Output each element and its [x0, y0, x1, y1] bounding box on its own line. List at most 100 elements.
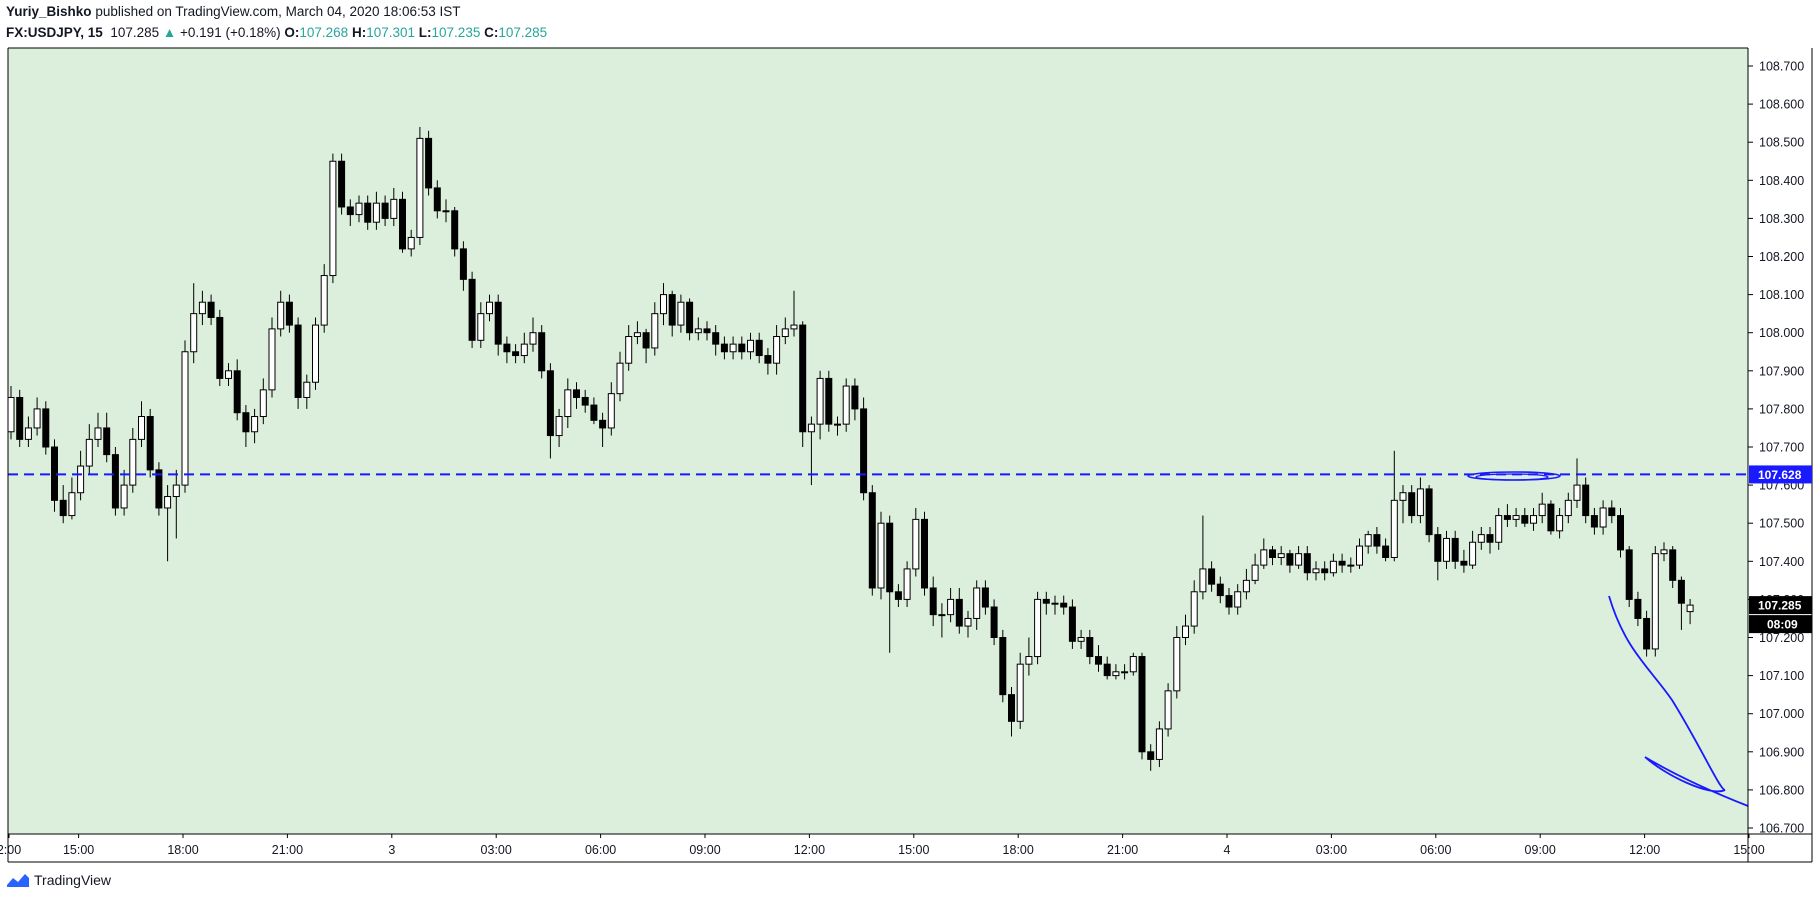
candle	[1138, 656, 1146, 753]
candle	[1677, 579, 1685, 604]
candle	[607, 393, 615, 429]
candle	[921, 518, 928, 589]
candle	[1425, 488, 1433, 536]
candle	[1077, 637, 1085, 642]
close-value: 107.285	[498, 25, 548, 40]
candle	[111, 454, 119, 509]
candle	[599, 419, 607, 429]
candle	[312, 324, 319, 383]
level-price-tag[interactable]	[1749, 465, 1812, 484]
candle	[16, 396, 24, 440]
x-tick-label: 03:00	[481, 843, 512, 857]
candle	[1025, 656, 1033, 665]
candle	[1460, 560, 1468, 566]
candle	[677, 301, 685, 326]
candle	[155, 469, 163, 509]
candle	[277, 301, 285, 330]
candle	[1399, 492, 1407, 501]
candle	[1095, 656, 1102, 665]
candle	[1556, 515, 1564, 532]
level-price-label: 107.628	[1758, 468, 1802, 482]
tradingview-logo[interactable]: TradingView	[6, 872, 111, 888]
candle	[529, 332, 537, 345]
drawing-ellipse-inner[interactable]	[1475, 473, 1549, 481]
candle	[1208, 568, 1216, 585]
candle	[1495, 515, 1503, 543]
candle	[912, 518, 920, 570]
candle	[42, 408, 50, 448]
candle	[233, 370, 241, 414]
candle	[538, 332, 546, 372]
candle	[1347, 564, 1355, 567]
candle	[686, 301, 694, 334]
candle	[1390, 499, 1398, 558]
candle	[1582, 484, 1590, 517]
brand-name: TradingView	[34, 872, 112, 888]
candle	[24, 427, 32, 440]
candle	[1364, 534, 1372, 547]
candle	[790, 324, 798, 330]
x-tick-label: 15:00	[898, 843, 929, 857]
plot-area[interactable]	[8, 48, 1748, 834]
candle	[1164, 690, 1172, 730]
candle	[1573, 484, 1581, 501]
candle	[1530, 515, 1537, 524]
y-tick-label: 107.800	[1759, 402, 1804, 416]
y-tick-label: 108.300	[1759, 212, 1804, 226]
candle	[259, 389, 267, 418]
y-tick-label: 106.900	[1759, 745, 1804, 759]
x-tick-label: 18:00	[167, 843, 198, 857]
candle	[929, 587, 937, 616]
candle	[1599, 507, 1607, 528]
candle	[1303, 553, 1311, 574]
candle	[1042, 598, 1050, 604]
candle	[216, 316, 224, 379]
candle	[1590, 515, 1598, 528]
open-label: O:	[284, 25, 300, 40]
candle	[694, 328, 702, 334]
candle	[94, 427, 102, 440]
countdown-label: 08:09	[1767, 618, 1798, 632]
candle	[590, 404, 598, 421]
candle	[1129, 656, 1137, 673]
candle	[1312, 568, 1320, 574]
candle	[1251, 564, 1259, 581]
candle	[468, 278, 476, 341]
x-tick-label: 09:00	[1525, 843, 1556, 857]
candle	[346, 206, 354, 216]
candle	[1503, 515, 1511, 520]
candle	[477, 313, 485, 341]
candle	[164, 496, 172, 509]
author-name[interactable]: Yuriy_Bishko	[6, 4, 92, 19]
candle	[242, 412, 250, 433]
candle	[120, 484, 128, 509]
x-tick-label: 3	[388, 843, 395, 857]
candle	[433, 187, 441, 212]
candle	[355, 202, 363, 216]
candle	[1686, 604, 1694, 613]
y-tick-label: 108.000	[1759, 326, 1804, 340]
candle	[1234, 591, 1242, 608]
candle	[834, 423, 841, 426]
candle	[555, 416, 563, 437]
candle	[1121, 671, 1129, 674]
candle	[1277, 553, 1285, 558]
y-tick-label: 108.400	[1759, 174, 1804, 188]
candle	[990, 606, 998, 639]
candle	[851, 385, 859, 410]
candle	[773, 336, 781, 364]
drawing-forecast-line[interactable]	[1608, 595, 1749, 807]
tradingview-logo-icon	[7, 874, 29, 887]
y-tick-label: 108.600	[1759, 98, 1804, 112]
candle	[1182, 625, 1189, 639]
candle	[1564, 499, 1572, 517]
x-tick-label: 06:00	[1420, 843, 1451, 857]
low-value: 107.235	[431, 25, 481, 40]
candle	[390, 198, 398, 219]
candle	[764, 355, 772, 364]
candle	[816, 377, 824, 425]
candle	[1547, 503, 1555, 532]
candle	[703, 328, 711, 334]
candle	[129, 438, 137, 486]
